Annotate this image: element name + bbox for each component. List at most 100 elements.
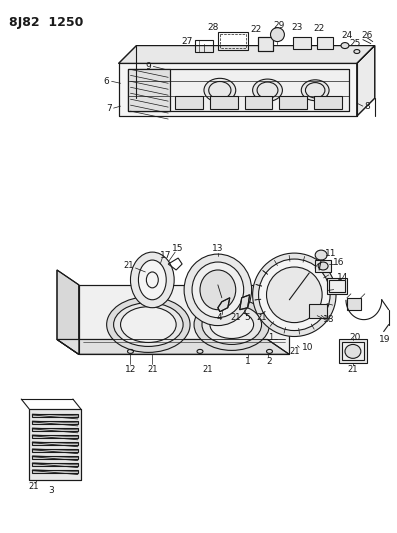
Ellipse shape [184,254,252,326]
Ellipse shape [318,262,328,270]
Ellipse shape [252,253,336,336]
Bar [129,69,349,111]
Ellipse shape [210,311,254,338]
Polygon shape [357,45,375,116]
Ellipse shape [341,43,349,49]
Bar [309,304,327,318]
Ellipse shape [131,252,174,308]
Ellipse shape [252,79,282,101]
Text: 21: 21 [28,482,39,491]
Text: 7: 7 [106,103,112,112]
Bar [210,96,238,109]
Bar [314,96,342,109]
Text: 17: 17 [160,251,171,260]
Text: 4: 4 [217,313,223,322]
Text: 21: 21 [203,365,213,374]
Bar [218,31,248,50]
Text: 2: 2 [267,357,272,366]
Text: 12: 12 [125,365,136,374]
Text: 19: 19 [379,335,390,344]
Ellipse shape [139,260,166,300]
Text: 21: 21 [289,347,300,356]
Ellipse shape [192,262,244,318]
Text: 26: 26 [361,31,372,40]
Text: 21: 21 [348,365,358,374]
Bar [32,421,78,424]
Bar [220,34,246,47]
Bar [279,96,307,109]
Text: 11: 11 [325,248,337,257]
Text: 8: 8 [364,102,370,111]
Text: 3: 3 [48,486,54,495]
Ellipse shape [114,303,183,346]
Ellipse shape [258,259,330,330]
Text: 21: 21 [256,313,267,322]
Text: 8J82  1250: 8J82 1250 [10,16,84,29]
Text: 5: 5 [245,313,251,322]
Ellipse shape [200,270,236,310]
Bar [342,343,364,360]
Text: 28: 28 [207,23,219,32]
Text: 15: 15 [172,244,184,253]
Ellipse shape [354,50,360,53]
Ellipse shape [270,28,284,42]
Bar [32,449,78,451]
Ellipse shape [266,267,322,322]
Text: 6: 6 [104,77,110,86]
Bar [32,428,78,431]
Text: 23: 23 [292,23,303,32]
Polygon shape [79,285,289,354]
Bar [293,37,311,49]
Bar [347,298,361,310]
Polygon shape [218,298,230,312]
Bar [32,435,78,438]
Text: 21: 21 [147,365,158,374]
Bar [129,69,170,111]
Text: 16: 16 [333,257,345,266]
Polygon shape [240,295,250,310]
Text: 18: 18 [323,315,335,324]
Bar [245,96,272,109]
Ellipse shape [107,297,190,352]
Text: 20: 20 [349,333,360,342]
Ellipse shape [315,250,327,260]
Text: 1: 1 [245,357,251,366]
Text: 21: 21 [123,261,134,270]
Polygon shape [29,409,81,480]
Bar [329,280,345,292]
Bar [327,278,347,294]
Bar [175,96,203,109]
Ellipse shape [301,80,329,101]
Text: 9: 9 [145,62,151,71]
Polygon shape [119,63,357,116]
Ellipse shape [204,78,236,102]
Bar [339,340,367,364]
Bar [32,456,78,458]
Bar [32,442,78,445]
Ellipse shape [202,305,262,344]
Polygon shape [57,270,79,354]
Text: 1: 1 [268,333,273,342]
Ellipse shape [121,306,176,343]
Text: 14: 14 [337,273,349,282]
Bar [32,470,78,473]
Text: 24: 24 [341,31,353,40]
Text: 22: 22 [314,24,325,33]
Text: 21: 21 [231,313,241,322]
Text: 29: 29 [274,21,285,30]
Bar [195,39,213,52]
Bar [32,463,78,466]
Text: 25: 25 [349,39,360,48]
Polygon shape [57,340,289,354]
Text: 22: 22 [250,25,261,34]
Text: 13: 13 [212,244,224,253]
Bar [258,37,274,51]
Text: 10: 10 [301,343,313,352]
Bar [32,414,78,417]
Text: 27: 27 [181,37,193,46]
Bar [315,260,331,272]
Bar [317,37,333,49]
Ellipse shape [194,299,270,350]
Polygon shape [119,45,375,63]
Ellipse shape [345,344,361,358]
